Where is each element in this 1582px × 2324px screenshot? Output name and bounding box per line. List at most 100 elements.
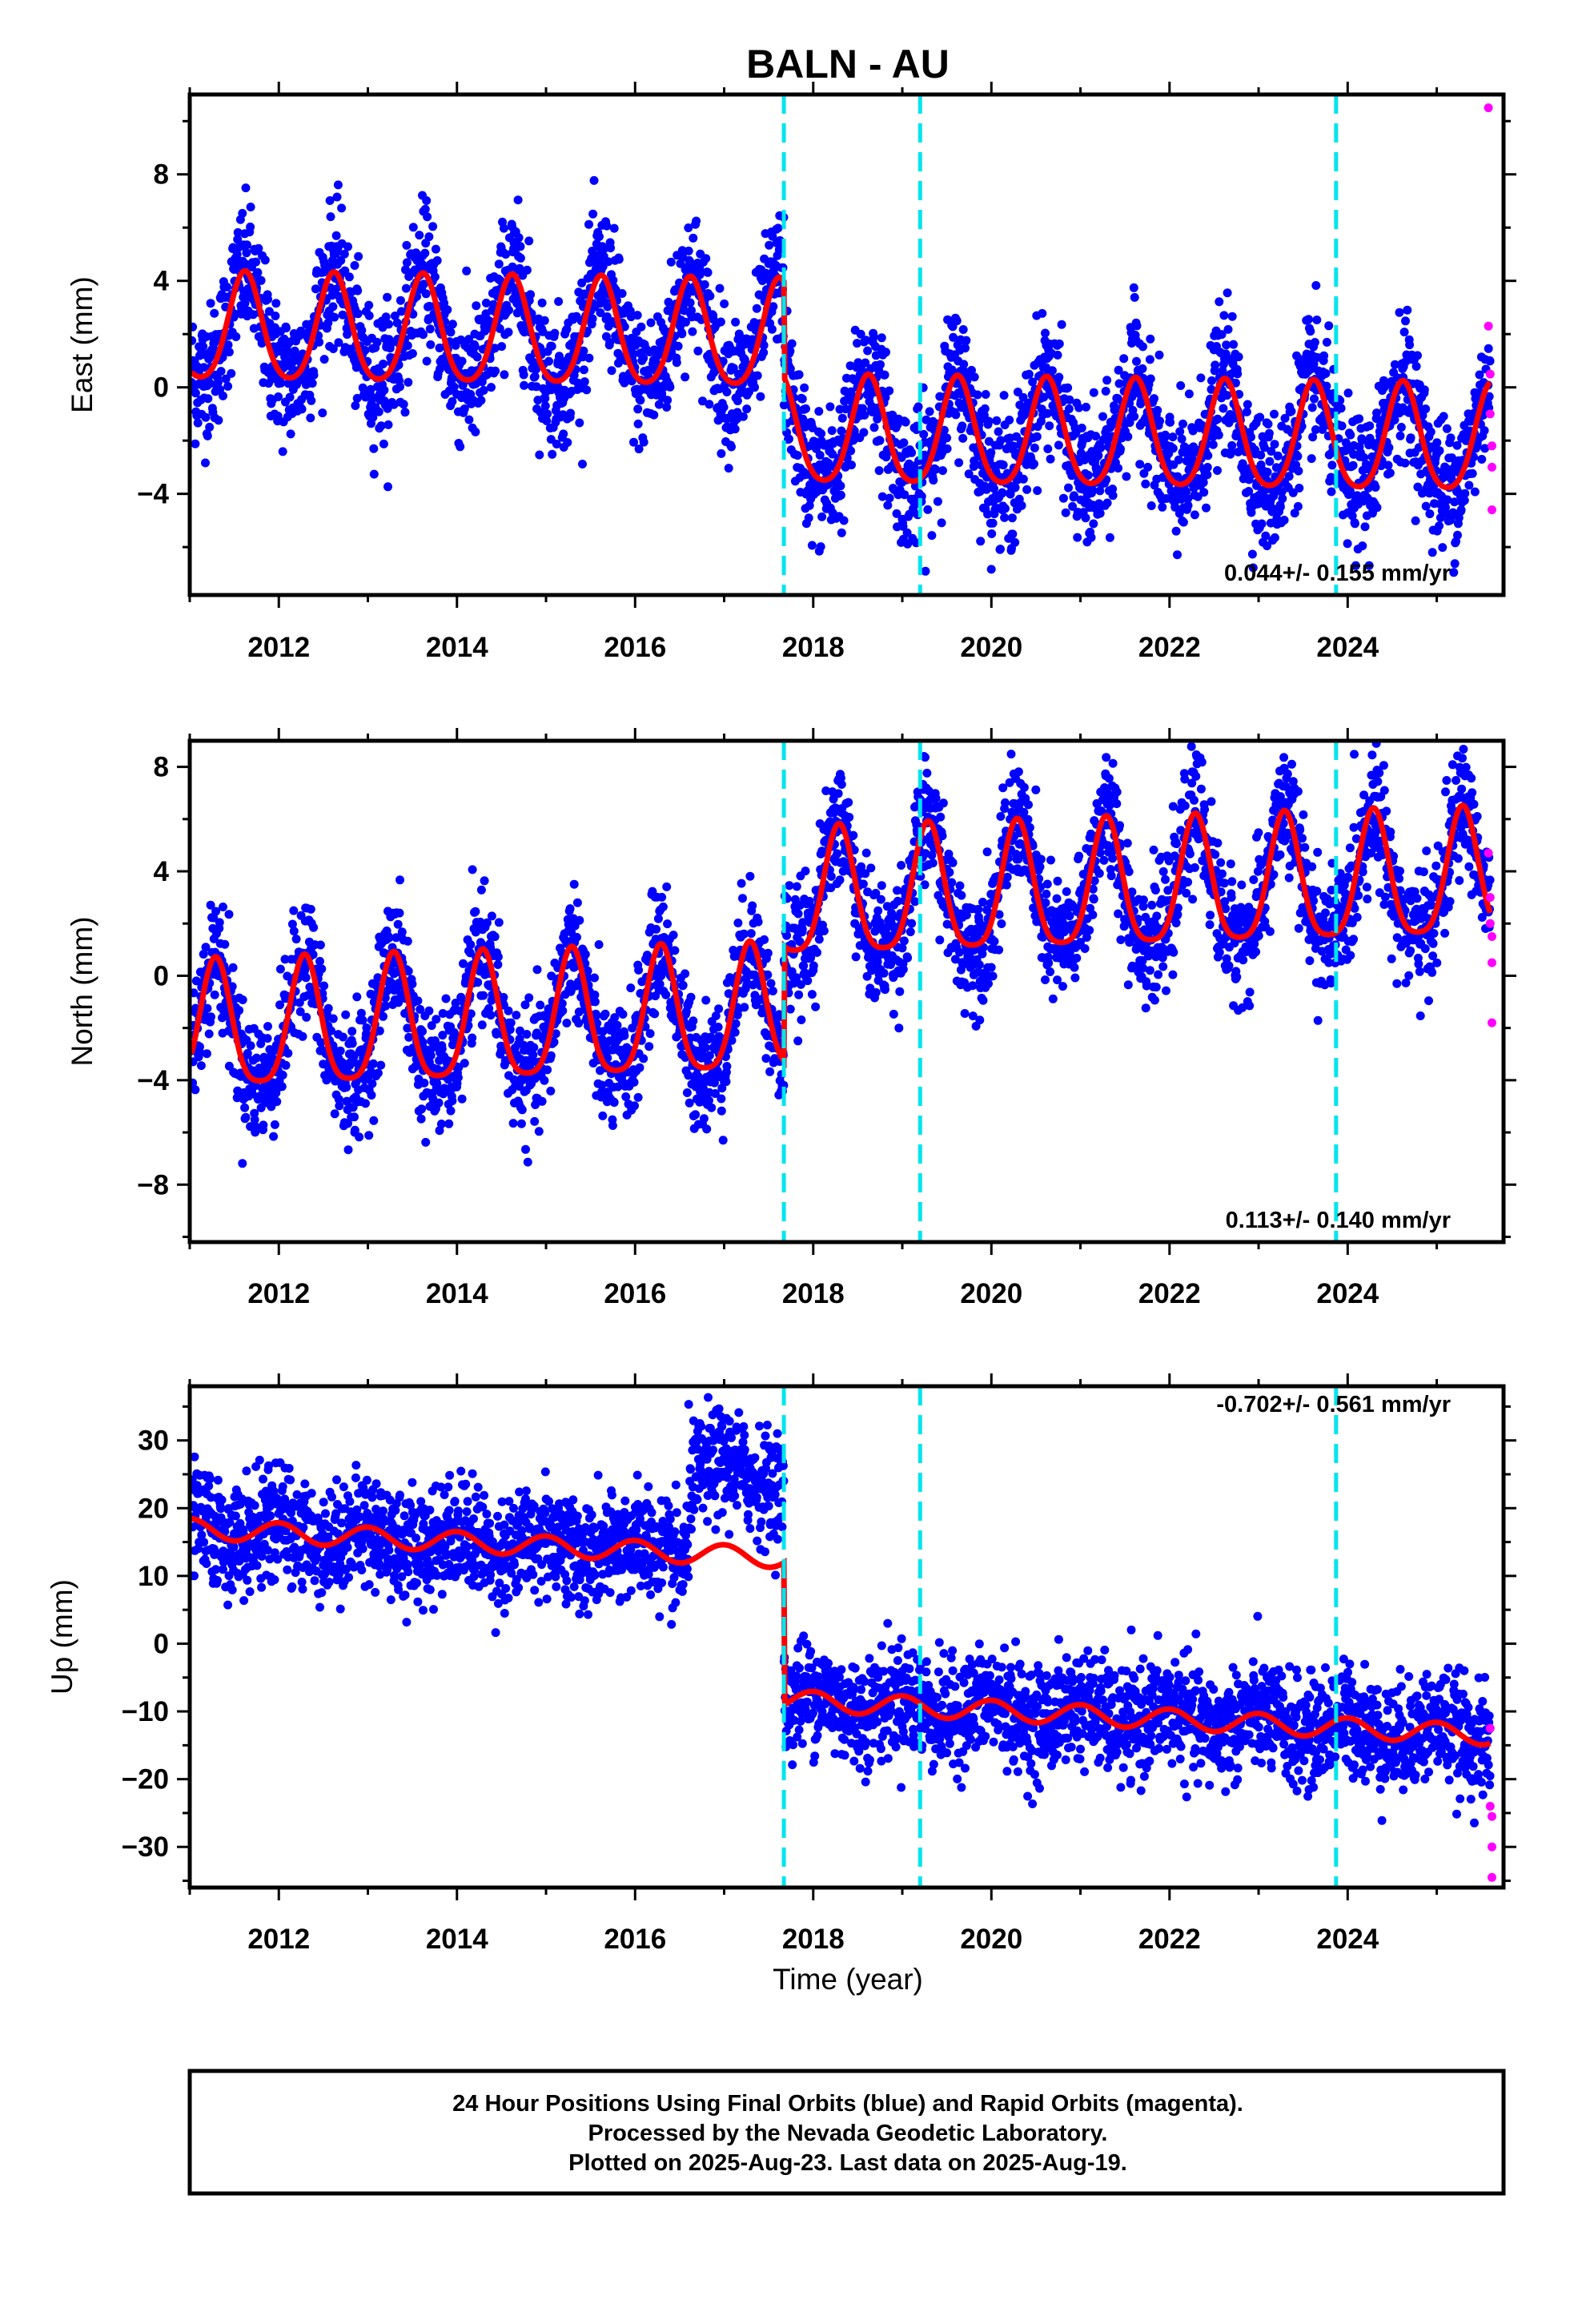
data-point bbox=[1383, 460, 1393, 470]
data-point bbox=[529, 358, 539, 368]
data-point bbox=[1184, 389, 1194, 399]
data-point bbox=[302, 1012, 311, 1022]
data-point bbox=[375, 1026, 384, 1035]
data-point bbox=[582, 385, 592, 395]
data-point bbox=[663, 396, 673, 405]
data-point bbox=[402, 240, 412, 250]
data-point bbox=[373, 1068, 383, 1078]
data-point bbox=[575, 915, 584, 925]
data-point bbox=[925, 407, 934, 416]
data-point bbox=[343, 242, 352, 251]
data-point bbox=[195, 1048, 205, 1058]
data-point bbox=[727, 442, 736, 452]
data-point bbox=[235, 1006, 244, 1015]
data-point bbox=[472, 301, 481, 311]
data-point bbox=[400, 408, 410, 417]
data-point bbox=[436, 1120, 446, 1128]
data-point bbox=[633, 404, 643, 414]
data-point bbox=[626, 983, 636, 993]
data-point bbox=[383, 404, 392, 413]
data-point bbox=[765, 240, 774, 250]
data-point bbox=[1294, 466, 1303, 476]
data-point bbox=[278, 1071, 287, 1080]
data-point bbox=[578, 460, 587, 468]
data-point bbox=[1141, 479, 1150, 489]
data-point bbox=[958, 433, 968, 443]
data-point bbox=[1450, 559, 1460, 569]
data-point bbox=[1427, 548, 1437, 557]
data-point bbox=[422, 196, 432, 205]
data-point bbox=[254, 243, 263, 253]
data-point bbox=[986, 448, 996, 457]
data-point bbox=[689, 233, 698, 243]
data-point bbox=[360, 345, 370, 355]
data-point bbox=[580, 377, 589, 387]
data-point bbox=[1203, 463, 1212, 472]
data-point bbox=[347, 1039, 357, 1048]
data-point bbox=[432, 1015, 441, 1024]
data-point bbox=[858, 404, 867, 413]
x-tick-label: 2020 bbox=[960, 632, 1022, 663]
data-point bbox=[644, 1042, 654, 1051]
data-point bbox=[602, 221, 612, 231]
data-point bbox=[318, 408, 327, 418]
x-tick-label: 2012 bbox=[247, 632, 310, 663]
data-point bbox=[516, 1119, 526, 1128]
data-point bbox=[1219, 404, 1228, 413]
data-point bbox=[221, 374, 231, 384]
data-point bbox=[994, 427, 1003, 436]
data-point bbox=[1238, 459, 1247, 468]
model-curve bbox=[190, 267, 1492, 491]
data-point bbox=[480, 876, 489, 886]
data-point bbox=[1175, 427, 1185, 436]
data-point bbox=[1223, 391, 1232, 400]
data-point bbox=[589, 175, 599, 185]
data-point bbox=[504, 1006, 513, 1015]
data-point bbox=[1279, 516, 1289, 525]
data-point bbox=[737, 879, 746, 888]
data-point bbox=[435, 344, 444, 352]
data-point bbox=[942, 433, 952, 443]
data-point bbox=[356, 1008, 366, 1018]
data-point bbox=[493, 952, 503, 962]
x-tick-label: 2022 bbox=[1138, 632, 1201, 663]
data-point bbox=[742, 404, 752, 414]
data-point bbox=[534, 1127, 544, 1136]
data-point bbox=[1441, 503, 1450, 513]
data-point bbox=[607, 366, 616, 376]
data-point bbox=[605, 1036, 615, 1046]
data-point bbox=[1248, 563, 1258, 573]
data-point bbox=[594, 940, 604, 949]
data-point bbox=[605, 338, 615, 348]
data-point bbox=[1166, 417, 1175, 427]
data-point bbox=[1322, 337, 1331, 347]
data-point bbox=[532, 965, 542, 975]
data-point bbox=[1146, 374, 1155, 384]
data-point bbox=[1265, 456, 1275, 466]
data-point bbox=[328, 1014, 338, 1023]
data-point bbox=[289, 906, 299, 915]
data-point bbox=[662, 403, 672, 412]
data-point bbox=[470, 342, 480, 352]
data-point bbox=[998, 460, 1008, 470]
data-point bbox=[1234, 447, 1243, 456]
data-point bbox=[645, 1029, 655, 1039]
data-point bbox=[608, 275, 618, 285]
panel-2: 2012 2014 2016 2018 2020 2022 2024−8−4048North… bbox=[66, 728, 1516, 1309]
data-point bbox=[422, 356, 432, 366]
data-point bbox=[191, 1085, 200, 1095]
data-point bbox=[330, 312, 339, 322]
data-point bbox=[717, 1094, 726, 1104]
data-point bbox=[1284, 472, 1294, 481]
data-point bbox=[1132, 321, 1142, 331]
data-point bbox=[201, 943, 211, 952]
data-point bbox=[214, 416, 223, 425]
data-point bbox=[369, 444, 379, 453]
data-point bbox=[1000, 513, 1010, 522]
data-point bbox=[233, 235, 243, 244]
data-point bbox=[1123, 432, 1133, 441]
data-point bbox=[537, 1096, 547, 1106]
data-point bbox=[874, 466, 884, 476]
data-point bbox=[596, 308, 605, 317]
